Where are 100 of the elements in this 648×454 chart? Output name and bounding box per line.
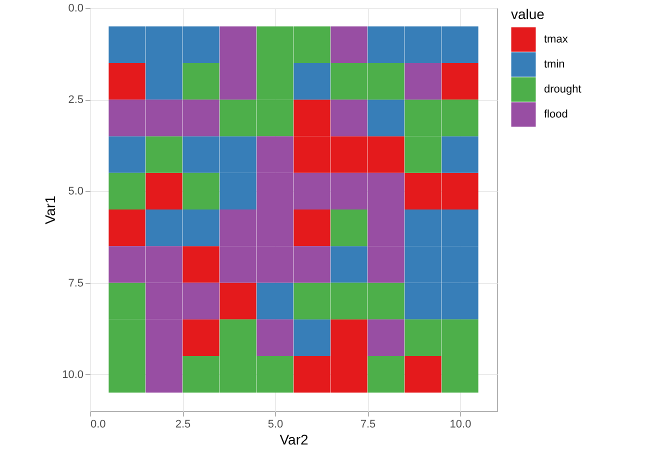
point bbox=[108, 246, 146, 283]
x-tick-label: 10.0 bbox=[450, 418, 472, 430]
point bbox=[256, 62, 294, 100]
legend-label: tmin bbox=[544, 58, 565, 70]
point bbox=[182, 356, 220, 393]
point bbox=[442, 246, 478, 283]
point bbox=[442, 26, 478, 63]
x-tick-label: 5.0 bbox=[268, 418, 284, 430]
x-tick-label: 0.0 bbox=[90, 418, 106, 430]
point bbox=[220, 136, 256, 173]
point bbox=[294, 26, 330, 63]
point bbox=[442, 100, 478, 136]
x-axis-title: Var2 bbox=[280, 432, 308, 448]
y-tick-label: 5.0 bbox=[68, 186, 84, 198]
y-tick-label: 0.0 bbox=[68, 2, 84, 14]
point bbox=[108, 136, 146, 173]
point bbox=[256, 136, 294, 173]
point bbox=[442, 172, 478, 210]
point bbox=[146, 62, 182, 100]
x-tick-label: 2.5 bbox=[175, 418, 191, 430]
point bbox=[256, 246, 294, 283]
point bbox=[330, 282, 368, 320]
point bbox=[108, 319, 146, 356]
point bbox=[256, 210, 294, 246]
point bbox=[330, 26, 368, 63]
point bbox=[220, 246, 256, 283]
point bbox=[220, 62, 256, 100]
y-tick-label: 2.5 bbox=[68, 94, 84, 106]
point bbox=[368, 246, 404, 283]
point bbox=[404, 136, 442, 173]
point bbox=[108, 210, 146, 246]
point bbox=[368, 62, 404, 100]
point bbox=[294, 356, 330, 393]
point bbox=[404, 62, 442, 100]
point bbox=[404, 26, 442, 63]
point bbox=[108, 282, 146, 320]
point bbox=[294, 246, 330, 283]
point bbox=[256, 172, 294, 210]
point bbox=[220, 282, 256, 320]
point bbox=[404, 210, 442, 246]
legend-label: drought bbox=[544, 84, 582, 96]
legend-title: value bbox=[511, 6, 545, 22]
point bbox=[220, 356, 256, 393]
point bbox=[442, 319, 478, 356]
point bbox=[146, 136, 182, 173]
point bbox=[146, 246, 182, 283]
point bbox=[330, 172, 368, 210]
point bbox=[182, 319, 220, 356]
point bbox=[330, 136, 368, 173]
x-tick-label: 7.5 bbox=[360, 418, 376, 430]
point bbox=[442, 62, 478, 100]
point bbox=[256, 100, 294, 136]
y-tick-label: 7.5 bbox=[68, 277, 84, 290]
point bbox=[330, 356, 368, 393]
point bbox=[182, 246, 220, 283]
point bbox=[368, 172, 404, 210]
point bbox=[182, 26, 220, 63]
legend-label: flood bbox=[544, 108, 568, 120]
point bbox=[442, 282, 478, 320]
point bbox=[404, 246, 442, 283]
point bbox=[220, 319, 256, 356]
point bbox=[330, 210, 368, 246]
point bbox=[404, 356, 442, 393]
point bbox=[146, 172, 182, 210]
point bbox=[404, 319, 442, 356]
point bbox=[256, 26, 294, 63]
point bbox=[404, 172, 442, 210]
point bbox=[182, 136, 220, 173]
point bbox=[368, 319, 404, 356]
point bbox=[368, 100, 404, 136]
point bbox=[256, 319, 294, 356]
point bbox=[182, 100, 220, 136]
point bbox=[294, 282, 330, 320]
point bbox=[146, 210, 182, 246]
point bbox=[108, 26, 146, 63]
point bbox=[108, 172, 146, 210]
point bbox=[146, 282, 182, 320]
point bbox=[182, 62, 220, 100]
point bbox=[368, 136, 404, 173]
legend-label: tmax bbox=[544, 34, 568, 46]
point bbox=[404, 100, 442, 136]
point bbox=[220, 210, 256, 246]
y-axis-title: Var1 bbox=[42, 196, 58, 224]
point bbox=[294, 210, 330, 246]
point bbox=[108, 62, 146, 100]
point bbox=[442, 356, 478, 393]
point bbox=[182, 282, 220, 320]
point bbox=[256, 356, 294, 393]
point bbox=[368, 26, 404, 63]
y-tick-label: 10.0 bbox=[62, 368, 84, 381]
point bbox=[368, 356, 404, 393]
point bbox=[294, 136, 330, 173]
point bbox=[294, 319, 330, 356]
point bbox=[256, 282, 294, 320]
point bbox=[146, 26, 182, 63]
point bbox=[146, 319, 182, 356]
point bbox=[442, 136, 478, 173]
point bbox=[294, 172, 330, 210]
point bbox=[294, 100, 330, 136]
point bbox=[220, 100, 256, 136]
